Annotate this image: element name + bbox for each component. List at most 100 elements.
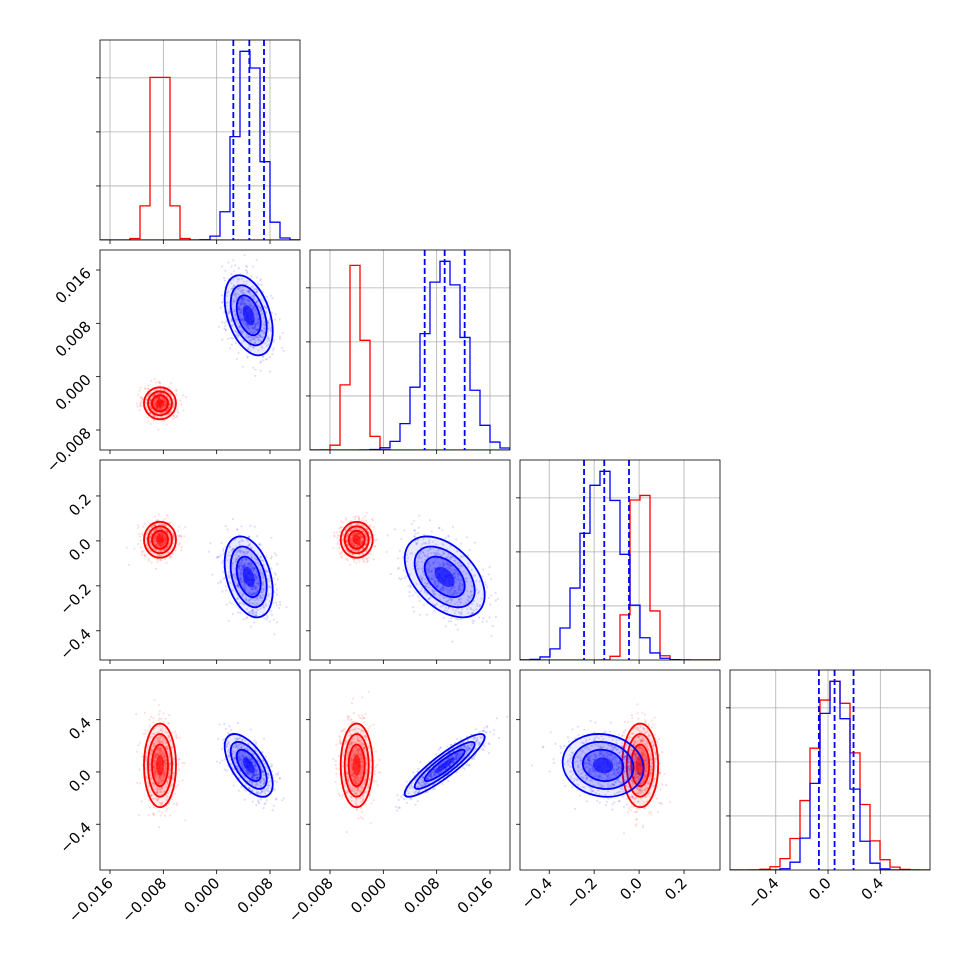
scatter-point	[343, 545, 346, 548]
scatter-point	[234, 264, 237, 267]
scatter-point	[164, 400, 167, 403]
scatter-point	[165, 423, 168, 426]
scatter-point	[352, 533, 356, 537]
scatter-point	[238, 549, 241, 552]
scatter-point	[151, 748, 154, 751]
scatter-point	[449, 601, 452, 604]
scatter-point	[469, 596, 472, 599]
scatter-point	[274, 583, 277, 586]
scatter-point	[156, 543, 159, 546]
scatter-point	[255, 315, 258, 318]
scatter-point	[272, 577, 275, 580]
scatter-point	[365, 521, 368, 524]
scatter-point	[161, 532, 164, 535]
scatter-point	[255, 335, 258, 338]
scatter-point	[175, 393, 178, 396]
scatter-point	[359, 528, 362, 531]
scatter-point	[158, 397, 161, 400]
scatter-point	[160, 779, 163, 782]
scatter-point	[422, 538, 425, 541]
scatter-point	[458, 584, 461, 587]
scatter-point	[361, 524, 364, 527]
scatter-point	[429, 578, 432, 581]
scatter-point	[346, 544, 349, 547]
scatter-point	[137, 542, 140, 545]
scatter-point	[262, 580, 265, 583]
scatter-point	[247, 562, 250, 565]
scatter-point	[446, 562, 449, 565]
scatter-point	[164, 536, 167, 539]
scatter-point	[167, 802, 170, 806]
scatter-point	[253, 312, 256, 316]
scatter-point	[163, 543, 166, 546]
scatter-point	[159, 408, 162, 411]
scatter-point	[255, 320, 258, 323]
scatter-point	[163, 397, 166, 400]
scatter-point	[262, 336, 265, 339]
scatter-point	[456, 601, 459, 604]
scatter-point	[270, 557, 273, 560]
scatter-point	[165, 402, 168, 405]
scatter-point	[350, 541, 353, 545]
scatter-point	[240, 318, 243, 321]
scatter-point	[159, 532, 162, 535]
scatter-point	[159, 814, 162, 817]
scatter-point	[259, 595, 262, 598]
scatter-point	[234, 293, 237, 296]
scatter-point	[270, 586, 273, 589]
scatter-point	[356, 522, 359, 525]
scatter-point	[162, 737, 165, 740]
scatter-point	[246, 355, 249, 358]
scatter-point	[366, 559, 370, 562]
scatter-point	[224, 328, 228, 331]
scatter-point	[237, 287, 240, 290]
scatter-point	[236, 551, 239, 554]
scatter-point	[147, 395, 150, 398]
scatter-point	[152, 745, 155, 748]
scatter-point	[220, 541, 223, 545]
scatter-point	[250, 562, 253, 565]
scatter-point	[352, 534, 355, 537]
scatter-point	[250, 598, 253, 601]
scatter-point	[454, 623, 457, 626]
scatter-point	[158, 717, 161, 720]
scatter-point	[453, 612, 456, 615]
scatter-point	[465, 536, 469, 539]
scatter-point	[242, 298, 246, 301]
scatter-point	[248, 601, 251, 604]
scatter-point	[257, 321, 260, 325]
scatter-point	[439, 554, 443, 557]
scatter-point	[233, 575, 236, 578]
scatter-point	[445, 600, 448, 603]
scatter-point	[172, 552, 175, 556]
scatter-point	[160, 523, 163, 526]
scatter-point	[365, 528, 369, 531]
scatter-point	[157, 533, 160, 537]
scatter-point	[275, 554, 278, 557]
scatter-point	[333, 531, 336, 534]
scatter-point	[415, 543, 418, 546]
scatter-point	[162, 544, 165, 547]
scatter-point	[166, 546, 169, 549]
scatter-point	[228, 601, 231, 604]
scatter-point	[241, 565, 244, 568]
scatter-point	[256, 591, 259, 594]
scatter-point	[175, 737, 178, 740]
scatter-point	[259, 594, 262, 597]
scatter-point	[230, 343, 233, 346]
scatter-point	[142, 732, 146, 735]
scatter-point	[369, 536, 372, 539]
scatter-point	[243, 564, 246, 567]
scatter-point	[238, 325, 241, 328]
scatter-point	[459, 555, 463, 558]
scatter-point	[222, 276, 226, 280]
scatter-point	[241, 566, 244, 569]
scatter-point	[158, 396, 161, 399]
scatter-point	[263, 305, 266, 308]
scatter-point	[264, 358, 267, 361]
scatter-point	[275, 601, 278, 604]
scatter-point	[163, 535, 166, 538]
scatter-point	[252, 566, 256, 569]
scatter-point	[247, 535, 250, 538]
scatter-point	[164, 537, 167, 540]
